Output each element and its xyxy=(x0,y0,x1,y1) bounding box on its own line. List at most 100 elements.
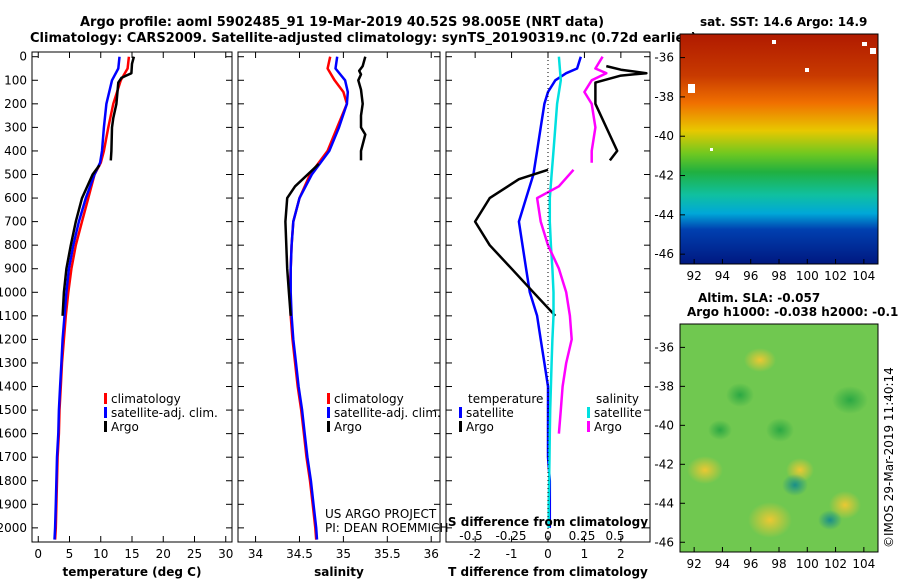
legend-swatch xyxy=(459,407,462,418)
sst-land-patch xyxy=(805,68,809,72)
sla-anomaly xyxy=(708,420,732,440)
y-tick-label: 2000 xyxy=(0,521,27,535)
annotation-project: US ARGO PROJECT xyxy=(325,507,437,521)
series-line xyxy=(517,56,582,528)
sla-anomaly xyxy=(832,386,868,414)
y-tick-label: 200 xyxy=(4,97,27,111)
x-tick-label: -2 xyxy=(469,547,481,561)
sst-map-axes: 92 94 96 98 100 102 104 -36 -38 -40 -42 -44 -46 xyxy=(654,51,875,283)
legend-title: salinity xyxy=(596,392,639,406)
y-tick-label: 500 xyxy=(4,168,27,182)
sst-land-patch xyxy=(870,48,876,54)
map-x-tick-label: 94 xyxy=(715,269,730,283)
y-tick-label: 1500 xyxy=(0,403,27,417)
legend-swatch xyxy=(459,421,462,432)
legend-swatch xyxy=(104,407,107,418)
y-tick-label: 1900 xyxy=(0,497,27,511)
y-tick-label: 1800 xyxy=(0,474,27,488)
map-x-tick-label: 94 xyxy=(715,557,730,571)
map-y-tick-label: -40 xyxy=(654,418,674,432)
x-tick-label: 35.5 xyxy=(374,547,401,561)
salinity-panel: 34 34.5 35 35.5 36 salinity climatologysatelli… xyxy=(237,51,448,579)
sla-anomaly xyxy=(748,502,792,538)
y-tick-label: 1700 xyxy=(0,450,27,464)
map-x-tick-label: 100 xyxy=(796,269,819,283)
x-tick-label: 5 xyxy=(66,547,74,561)
map-y-tick-label: -44 xyxy=(654,496,674,510)
x-tick-label: 2 xyxy=(617,547,625,561)
series-line xyxy=(284,163,320,316)
y-tick-label: 400 xyxy=(4,144,27,158)
legend-label: satellite xyxy=(594,406,642,420)
legend-label: Argo xyxy=(334,420,362,434)
sla-anomaly xyxy=(766,418,794,442)
legend-swatch xyxy=(587,421,590,432)
sst-land-patch xyxy=(710,148,713,151)
x-tick-label: 34 xyxy=(248,547,263,561)
series-line xyxy=(547,56,563,528)
map-x-tick-label: 92 xyxy=(687,557,702,571)
map-x-tick-label: 96 xyxy=(743,557,758,571)
sla-map-title-2: Argo h1000: -0.038 h2000: -0.1 xyxy=(687,305,898,319)
y-tick-label: 700 xyxy=(4,215,27,229)
legend-swatch xyxy=(327,407,330,418)
y-tick-label: 600 xyxy=(4,191,27,205)
legend-label: satellite-adj. clim. xyxy=(111,406,218,420)
top-tick-label: 0.25 xyxy=(569,529,596,543)
x-tick-label: 1 xyxy=(581,547,589,561)
legend-swatch xyxy=(104,393,107,404)
map-y-tick-label: -42 xyxy=(654,457,674,471)
map-x-tick-label: 96 xyxy=(743,269,758,283)
map-x-tick-label: 92 xyxy=(687,269,702,283)
map-y-tick-label: -38 xyxy=(654,379,674,393)
x-tick-label: 25 xyxy=(187,547,202,561)
map-y-tick-label: -38 xyxy=(654,90,674,104)
x-tick-label: 0 xyxy=(544,547,552,561)
y-tick-label: 900 xyxy=(4,262,27,276)
x-axis-label: salinity xyxy=(314,565,364,579)
legend-label: Argo xyxy=(594,420,622,434)
legend-title: temperature xyxy=(468,392,543,406)
series-line xyxy=(594,64,648,162)
map-y-tick-label: -46 xyxy=(654,247,674,261)
legend-label: satellite-adj. clim. xyxy=(334,406,441,420)
sla-anomaly xyxy=(726,383,754,407)
y-tick-label: 1000 xyxy=(0,285,27,299)
x-axis-label: T difference from climatology xyxy=(448,565,648,579)
sla-map xyxy=(679,323,879,553)
sla-anomaly xyxy=(782,474,808,496)
sst-map xyxy=(679,33,879,265)
x-tick-label: 0 xyxy=(34,547,42,561)
series-line xyxy=(53,56,121,540)
temperature-panel: 0 5 10 15 20 25 300100200300400500600700800900… xyxy=(0,50,233,579)
top-tick-label: -0.5 xyxy=(459,529,482,543)
legend-label: climatology xyxy=(111,392,181,406)
y-tick-label: 0 xyxy=(19,50,27,64)
y-tick-label: 1100 xyxy=(0,309,27,323)
map-y-tick-label: -40 xyxy=(654,129,674,143)
x-tick-label: 20 xyxy=(156,547,171,561)
sst-land-patch xyxy=(772,40,776,44)
title-line-1: Argo profile: aoml 5902485_91 19-Mar-201… xyxy=(80,15,604,30)
sst-land-patch xyxy=(688,84,695,93)
y-tick-label: 800 xyxy=(4,238,27,252)
top-tick-label: 0.5 xyxy=(605,529,624,543)
x-tick-label: 15 xyxy=(124,547,139,561)
plot-frame xyxy=(237,51,441,543)
x-tick-label: -1 xyxy=(506,547,518,561)
title-line-2: Climatology: CARS2009. Satellite-adjuste… xyxy=(30,31,697,46)
map-x-tick-label: 98 xyxy=(771,269,786,283)
map-x-tick-label: 102 xyxy=(824,557,847,571)
x-tick-label: 36 xyxy=(424,547,439,561)
map-y-tick-label: -42 xyxy=(654,169,674,183)
legend-swatch xyxy=(327,393,330,404)
y-tick-label: 1400 xyxy=(0,380,27,394)
series-line xyxy=(583,56,608,163)
y-tick-label: 1300 xyxy=(0,356,27,370)
x-tick-label: 34.5 xyxy=(286,547,313,561)
legend-label: Argo xyxy=(466,420,494,434)
x-tick-label: 35 xyxy=(336,547,351,561)
map-x-tick-label: 98 xyxy=(771,557,786,571)
x-tick-label: 30 xyxy=(218,547,233,561)
